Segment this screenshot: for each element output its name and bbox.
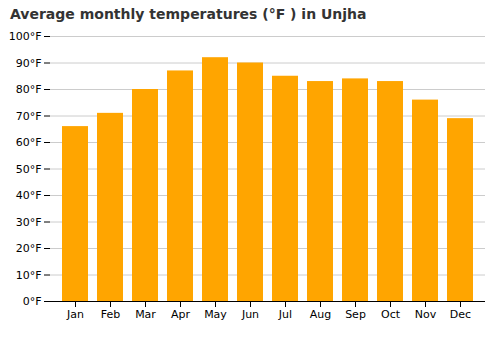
svg-text:Jul: Jul <box>278 308 292 321</box>
svg-text:Aug: Aug <box>310 308 331 321</box>
svg-text:Dec: Dec <box>450 308 471 321</box>
svg-text:40°F: 40°F <box>16 189 42 202</box>
svg-text:Mar: Mar <box>135 308 156 321</box>
svg-text:Apr: Apr <box>171 308 191 321</box>
svg-text:Jun: Jun <box>241 308 259 321</box>
svg-text:60°F: 60°F <box>16 136 42 149</box>
html-text:Average monthly temperatures (: Average monthly temperatures (°F ) in Un… <box>10 6 367 22</box>
svg-text:Nov: Nov <box>415 308 437 321</box>
svg-text:20°F: 20°F <box>16 242 42 255</box>
svg-text:May: May <box>204 308 227 321</box>
svg-text:Jan: Jan <box>66 308 84 321</box>
svg-text:80°F: 80°F <box>16 83 42 96</box>
svg-text:0°F: 0°F <box>23 295 42 308</box>
svg-text:70°F: 70°F <box>16 110 42 123</box>
svg-text:50°F: 50°F <box>16 163 42 176</box>
svg-text:Feb: Feb <box>101 308 120 321</box>
svg-text:90°F: 90°F <box>16 57 42 70</box>
svg-text:10°F: 10°F <box>16 269 42 282</box>
svg-text:Oct: Oct <box>381 308 401 321</box>
svg-text:30°F: 30°F <box>16 216 42 229</box>
svg-text:100°F: 100°F <box>9 30 42 43</box>
svg-text:Sep: Sep <box>345 308 366 321</box>
